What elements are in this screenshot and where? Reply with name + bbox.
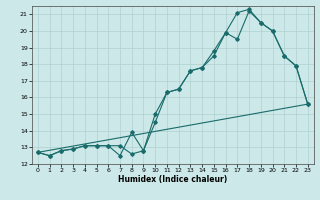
X-axis label: Humidex (Indice chaleur): Humidex (Indice chaleur)	[118, 175, 228, 184]
